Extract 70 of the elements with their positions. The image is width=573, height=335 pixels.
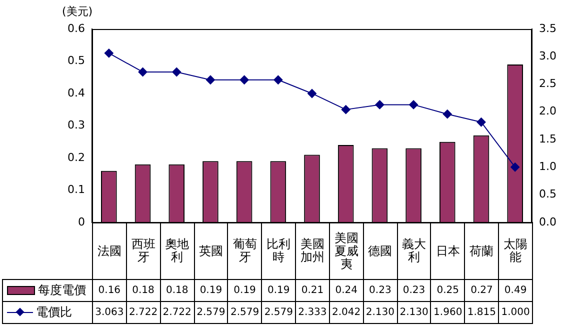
x-tick-label: 義大利 xyxy=(401,237,428,264)
data-label: 0.16 xyxy=(92,279,127,302)
data-label: 2.130 xyxy=(396,301,432,324)
point xyxy=(409,100,418,110)
data-label: 2.579 xyxy=(194,301,228,324)
data-label: 2.130 xyxy=(362,301,398,324)
data-label: 2.722 xyxy=(126,301,161,324)
y-tick-label: 0.3 xyxy=(68,118,85,132)
data-label: 2.042 xyxy=(328,301,364,324)
data-label: 1.815 xyxy=(464,301,500,324)
x-tick-label: 比利時 xyxy=(266,237,292,264)
y-tick-label: 0.5 xyxy=(68,54,85,68)
data-label: 2.333 xyxy=(295,301,330,324)
data-label: 2.579 xyxy=(227,301,262,324)
y-tick-label: 0.2 xyxy=(68,150,85,164)
x-tick-label: 法國 xyxy=(97,244,122,258)
x-tick-label: 葡萄牙 xyxy=(232,237,258,264)
data-label: 0.23 xyxy=(362,279,398,302)
y-tick-label: 0.4 xyxy=(68,86,85,100)
point xyxy=(240,75,249,84)
data-label: 3.063 xyxy=(92,301,127,324)
y2-tick-label: 0.5 xyxy=(539,188,556,201)
point xyxy=(104,48,114,58)
point xyxy=(510,162,520,172)
data-label: 0.19 xyxy=(261,279,296,302)
legend-label: 電價比 xyxy=(36,305,72,320)
point xyxy=(274,75,283,84)
data-label: 0.21 xyxy=(295,279,330,302)
point xyxy=(172,67,182,76)
point xyxy=(442,110,452,119)
y2-tick-label: 3.0 xyxy=(539,49,556,62)
legend-label: 每度電價 xyxy=(38,283,86,298)
data-label: 0.24 xyxy=(328,279,364,302)
y2-tick-label: 1.0 xyxy=(539,160,556,173)
data-label: 2.722 xyxy=(160,301,195,324)
point xyxy=(138,67,148,76)
y2-tick-label: 1.5 xyxy=(539,132,556,146)
data-label: 0.18 xyxy=(160,279,195,302)
data-label: 2.579 xyxy=(261,301,296,324)
point xyxy=(375,100,384,110)
point xyxy=(206,75,215,84)
x-tick-label: 奧地利 xyxy=(164,237,190,264)
y2-tick-label: 3.5 xyxy=(539,22,556,35)
data-label: 0.49 xyxy=(498,279,533,302)
point xyxy=(308,88,316,98)
data-label: 0.27 xyxy=(464,279,500,302)
x-tick-label: 美國夏威夷 xyxy=(333,230,360,271)
x-tick-label: 太陽能 xyxy=(502,237,529,264)
y2-tick-label: 2.5 xyxy=(539,77,556,90)
y2-tick-label: 0.0 xyxy=(539,215,556,228)
x-tick-label: 英國 xyxy=(198,244,223,258)
x-tick-label: 德國 xyxy=(368,244,392,258)
data-label: 0.19 xyxy=(194,279,228,302)
y2-tick-label: 2.0 xyxy=(539,104,556,118)
y-tick-label: 0 xyxy=(78,215,85,228)
data-label: 0.25 xyxy=(430,279,466,302)
point xyxy=(341,105,350,114)
data-label: 0.23 xyxy=(396,279,432,302)
x-tick-label: 美國加州 xyxy=(299,237,326,264)
x-tick-label: 西班牙 xyxy=(130,237,156,264)
data-label: 0.19 xyxy=(227,279,262,302)
data-label: 1.960 xyxy=(430,301,466,324)
data-label: 0.18 xyxy=(126,279,161,302)
x-tick-label: 日本 xyxy=(436,244,460,258)
y-tick-label: 0.6 xyxy=(68,22,85,35)
point xyxy=(476,118,486,127)
x-tick-label: 荷蘭 xyxy=(470,244,494,258)
data-label: 1.000 xyxy=(498,301,533,324)
y-tick-label: 0.1 xyxy=(68,183,85,196)
y-axis-title: (美元) xyxy=(62,4,93,19)
